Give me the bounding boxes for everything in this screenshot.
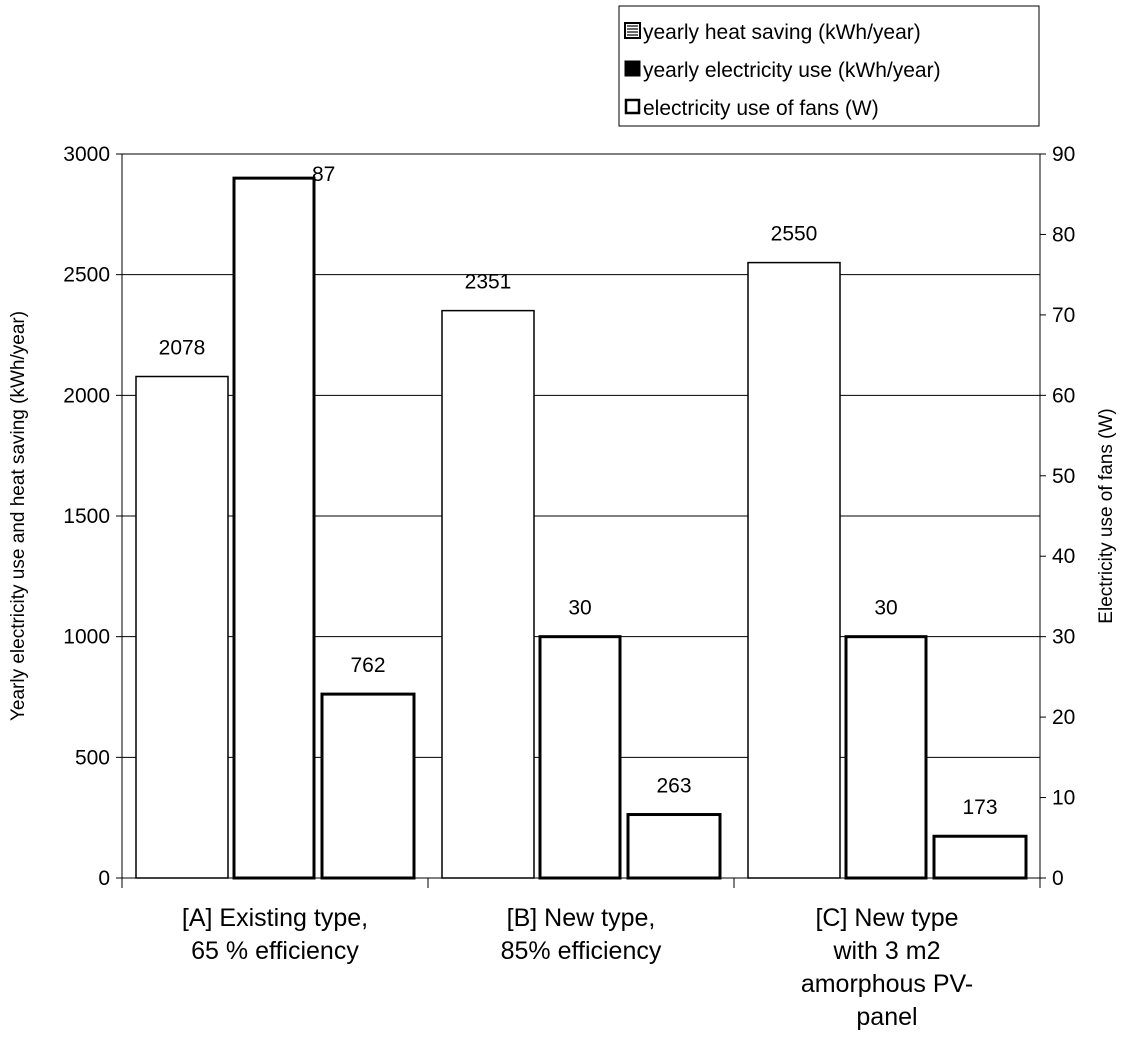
right-tick-label: 0: [1052, 867, 1064, 890]
right-tick-label: 80: [1052, 223, 1075, 246]
fan-power-bar: [844, 635, 928, 880]
right-tick-label: 30: [1052, 626, 1075, 649]
legend-box: [618, 5, 1040, 127]
category-label: panel: [856, 1003, 917, 1031]
fan-power-data-label: 30: [874, 597, 897, 620]
left-tick-label: 0: [98, 867, 110, 890]
category-label: 85% efficiency: [501, 937, 662, 965]
right-tick-label: 50: [1052, 465, 1075, 488]
electricity-use-bar: [320, 692, 416, 880]
right-tick-label: 70: [1052, 304, 1075, 327]
legend-entry-label: electricity use of fans (W): [643, 97, 879, 120]
category-label: with 3 m2: [833, 937, 941, 965]
electricity-use-data-label: 263: [656, 775, 691, 798]
right-tick-label: 40: [1052, 545, 1075, 568]
left-tick-label: 1000: [63, 626, 110, 649]
striped-square-icon: [624, 22, 641, 39]
category-label: [C] New type: [815, 904, 958, 932]
category-label: [A] Existing type,: [182, 904, 368, 932]
category-label: 65 % efficiency: [191, 937, 359, 965]
right-tick-label: 20: [1052, 706, 1075, 729]
legend-entry-label: yearly electricity use (kWh/year): [643, 59, 941, 82]
left-tick-label: 3000: [63, 143, 110, 166]
fan-power-bar: [538, 635, 622, 880]
hollow-square-icon: [624, 98, 641, 115]
right-tick-label: 90: [1052, 143, 1075, 166]
right-tick-label: 60: [1052, 384, 1075, 407]
category-label: [B] New type,: [507, 904, 656, 932]
right-tick-label: 10: [1052, 787, 1075, 810]
heat-saving-data-label: 2550: [771, 223, 818, 246]
fan-power-data-label: 30: [568, 597, 591, 620]
electricity-use-data-label: 173: [962, 796, 997, 819]
legend-entry-label: yearly heat saving (kWh/year): [643, 21, 921, 44]
heat-saving-data-label: 2078: [159, 337, 206, 360]
fan-power-data-label: 87: [312, 163, 335, 186]
electricity-use-bar: [626, 813, 722, 880]
electricity-use-data-label: 762: [350, 654, 385, 677]
left-tick-label: 2000: [63, 384, 110, 407]
left-tick-label: 1500: [63, 505, 110, 528]
heat-saving-bar: [441, 309, 535, 879]
left-tick-label: 500: [75, 746, 110, 769]
fan-power-bar: [232, 176, 316, 880]
y-axis-left-label: Yearly electricity use and heat saving (…: [8, 311, 29, 721]
electricity-use-bar: [932, 834, 1028, 880]
legend: yearly heat saving (kWh/year) yearly elec…: [618, 5, 1040, 127]
y-axis-right-label: Electricity use of fans (W): [1096, 408, 1117, 623]
heat-saving-bar: [747, 261, 841, 879]
category-label: amorphous PV-: [801, 970, 973, 998]
heat-saving-data-label: 2351: [465, 271, 512, 294]
heat-saving-bar: [135, 375, 229, 879]
left-tick-label: 2500: [63, 264, 110, 287]
filled-square-icon: [624, 60, 641, 77]
